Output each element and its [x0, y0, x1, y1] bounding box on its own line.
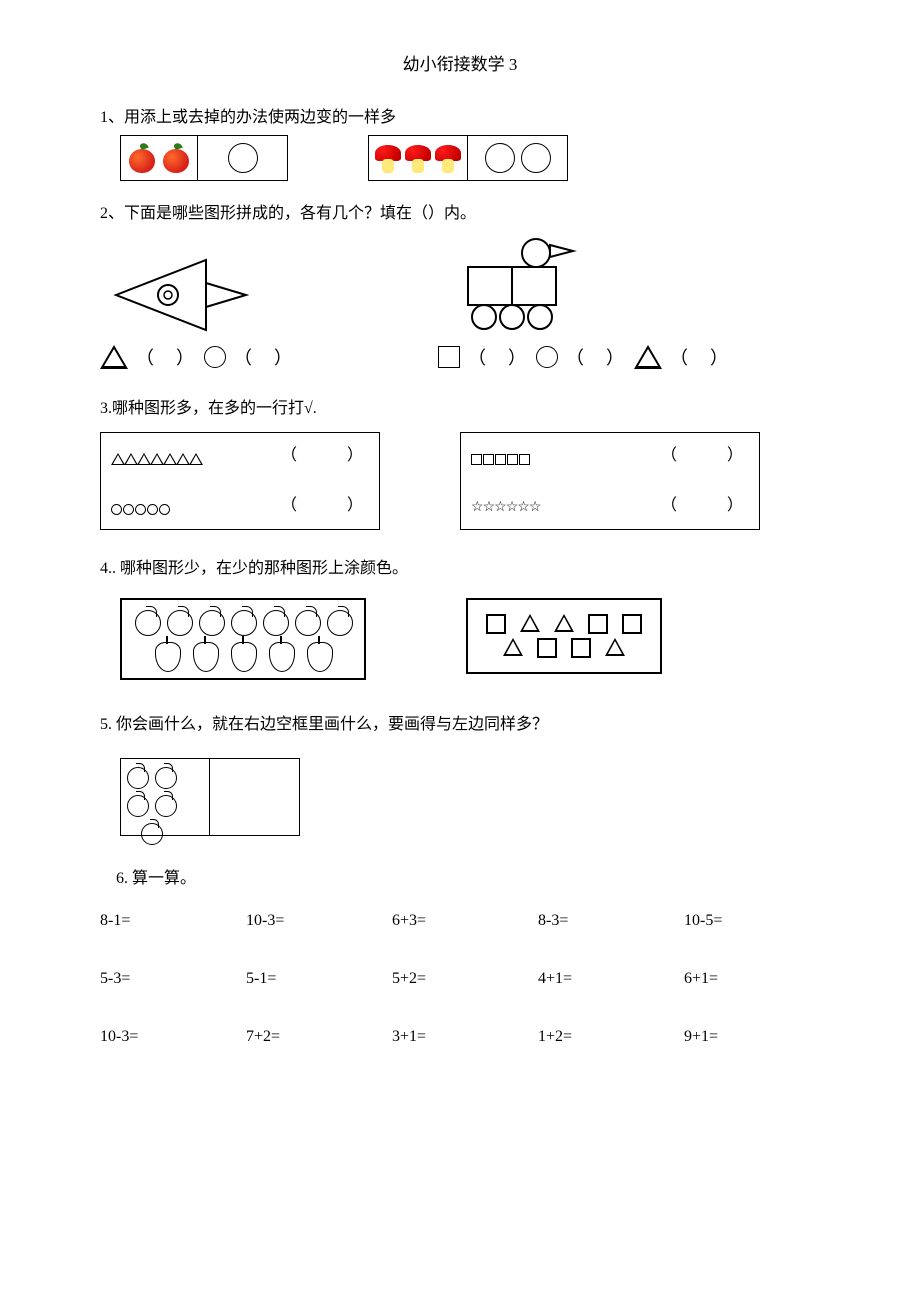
cherry-row	[132, 606, 354, 636]
question-1: 1、用添上或去掉的办法使两边变的一样多	[100, 103, 820, 181]
q3-triangles-row	[111, 453, 202, 465]
question-5: 5. 你会画什么，就在右边空框里画什么，要画得与左边同样多？	[100, 710, 820, 836]
calc-item: 10-3=	[246, 912, 382, 930]
calc-item: 6+1=	[684, 970, 820, 988]
calc-item: 7+2=	[246, 1028, 382, 1046]
q6-label: 6. 算一算。	[116, 864, 820, 888]
page-title: 幼小衔接数学 3	[100, 50, 820, 75]
q1-right-group	[368, 135, 568, 181]
calc-item: 4+1=	[538, 970, 674, 988]
blank-paren: （ ）	[281, 491, 369, 515]
q5-box	[120, 758, 300, 836]
calc-item: 5+2=	[392, 970, 528, 988]
calc-item: 5-3=	[100, 970, 236, 988]
calc-item: 8-1=	[100, 912, 236, 930]
q1-label: 1、用添上或去掉的办法使两边变的一样多	[100, 103, 820, 127]
q3-left-box: （ ） （ ）	[100, 432, 380, 530]
q4-fruit-box	[120, 598, 366, 680]
blank-paren: （ ）	[661, 441, 749, 465]
calc-item: 10-3=	[100, 1028, 236, 1046]
shape-row-1	[486, 614, 642, 634]
circle-icon	[521, 143, 551, 173]
q3-stars-row: ☆☆☆☆☆☆	[471, 501, 540, 515]
calc-item: 1+2=	[538, 1028, 674, 1046]
q3-squares-row	[471, 454, 531, 465]
q3-label: 3.哪种图形多，在多的一行打√.	[100, 394, 820, 418]
q2-label: 2、下面是哪些图形拼成的，各有几个？填在（）内。	[100, 199, 820, 223]
q5-label: 5. 你会画什么，就在右边空框里画什么，要画得与左边同样多？	[100, 710, 820, 734]
calc-grid: 8-1= 10-3= 6+3= 8-3= 10-5= 5-3= 5-1= 5+2…	[100, 912, 820, 1046]
circle-icon	[204, 346, 226, 368]
mushroom-icon	[435, 143, 461, 173]
fish-diagram	[106, 255, 276, 340]
q2-left-column: （ ） （ ）	[100, 251, 298, 370]
question-4: 4.. 哪种图形少，在少的那种图形上涂颜色。	[100, 554, 820, 680]
car-diagram	[438, 235, 608, 340]
blank-paren: （ ）	[132, 344, 200, 370]
triangle-icon	[100, 345, 128, 369]
q1-left-group	[120, 135, 288, 181]
q4-label: 4.. 哪种图形少，在少的那种图形上涂颜色。	[100, 554, 820, 578]
q5-left-half	[120, 758, 210, 836]
q3-circles-row	[111, 504, 171, 515]
calc-item: 6+3=	[392, 912, 528, 930]
square-icon	[438, 346, 460, 368]
blank-paren: （ ）	[281, 441, 369, 465]
question-6: 6. 算一算。 8-1= 10-3= 6+3= 8-3= 10-5= 5-3= …	[100, 864, 820, 1046]
triangle-icon	[634, 345, 662, 369]
blank-paren: （ ）	[464, 344, 532, 370]
circle-icon	[228, 143, 258, 173]
q3-right-box: （ ） ☆☆☆☆☆☆ （ ）	[460, 432, 760, 530]
calc-item: 5-1=	[246, 970, 382, 988]
mushroom-icon	[375, 143, 401, 173]
blank-paren: （ ）	[661, 491, 749, 515]
q2-right-column: （ ） （ ） （ ）	[438, 231, 734, 370]
calc-item: 9+1=	[684, 1028, 820, 1046]
calc-item: 8-3=	[538, 912, 674, 930]
apple-icon	[161, 143, 191, 173]
calc-item: 10-5=	[684, 912, 820, 930]
q4-shape-box	[466, 598, 662, 674]
q5-right-half	[210, 758, 300, 836]
shape-row-2	[486, 638, 642, 658]
question-3: 3.哪种图形多，在多的一行打√. （ ） （ ） （ ）	[100, 394, 820, 530]
circle-icon	[485, 143, 515, 173]
blank-paren: （ ）	[230, 344, 298, 370]
calc-item: 3+1=	[392, 1028, 528, 1046]
apple-icon	[127, 143, 157, 173]
pear-row	[132, 636, 354, 672]
blank-paren: （ ）	[562, 344, 630, 370]
q2-right-blanks: （ ） （ ） （ ）	[438, 344, 734, 370]
q2-left-blanks: （ ） （ ）	[100, 344, 298, 370]
mushroom-icon	[405, 143, 431, 173]
question-2: 2、下面是哪些图形拼成的，各有几个？填在（）内。 （ ） （ ）	[100, 199, 820, 370]
blank-paren: （ ）	[666, 344, 734, 370]
circle-icon	[536, 346, 558, 368]
